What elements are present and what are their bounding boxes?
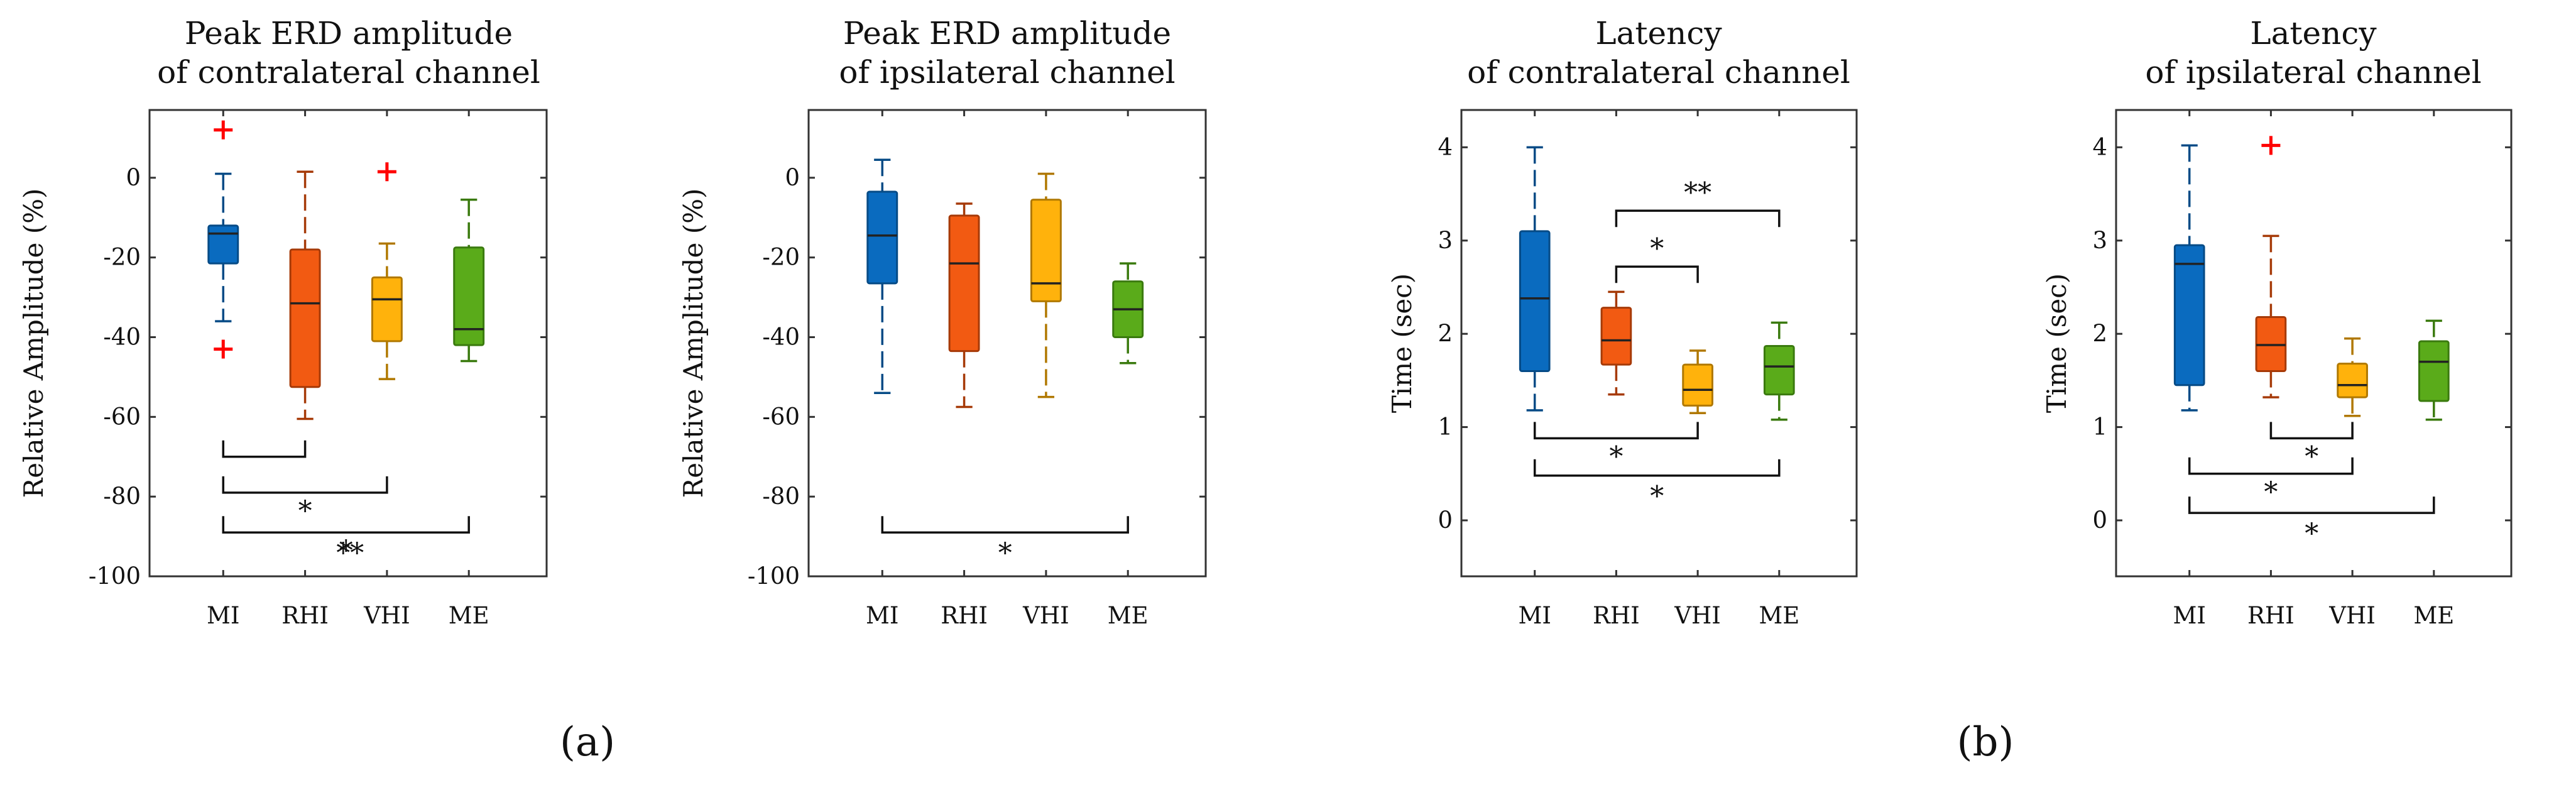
- significance-label: *: [1650, 233, 1664, 265]
- box: [866, 190, 898, 285]
- significance-label: *: [1650, 481, 1664, 513]
- y-tick-label: 0: [126, 164, 141, 191]
- y-tick-label: -20: [762, 244, 800, 271]
- significance-label: *: [2305, 441, 2318, 473]
- significance-bracket: [1533, 459, 1781, 477]
- y-tick-label: -40: [762, 323, 800, 350]
- y-tick-label: -40: [103, 323, 141, 350]
- box: [948, 214, 980, 353]
- chart-title-line: of ipsilateral channel: [839, 54, 1175, 91]
- box: [2337, 363, 2368, 398]
- y-tick-label: -60: [103, 403, 141, 430]
- y-tick-label: -80: [762, 483, 800, 510]
- significance-bracket: [2188, 457, 2354, 475]
- plot-frame: [1460, 109, 1858, 578]
- box: [289, 248, 321, 388]
- x-tick-label: VHI: [1674, 602, 1721, 629]
- chart-title-line: Latency: [1595, 15, 1722, 52]
- y-tick-label: -20: [103, 244, 141, 271]
- y-tick-label: 1: [2092, 414, 2107, 441]
- y-tick-label: 3: [2092, 227, 2107, 254]
- box: [1682, 363, 1713, 407]
- chart-title-line: Latency: [2250, 15, 2377, 52]
- significance-bracket: [222, 476, 388, 494]
- box: [207, 224, 239, 265]
- chart-title-line: of ipsilateral channel: [2145, 54, 2481, 91]
- plot-frame: [148, 109, 548, 578]
- x-tick-label: ME: [449, 602, 489, 629]
- y-tick-label: 2: [2092, 320, 2107, 347]
- box: [453, 246, 485, 346]
- x-tick-label: VHI: [363, 602, 410, 629]
- y-tick-label: 0: [2092, 507, 2107, 534]
- panel-label-b: (b): [1957, 719, 2014, 765]
- significance-bracket: [1615, 209, 1781, 228]
- y-axis-label: Relative Amplitude (%): [18, 189, 49, 498]
- plot-frame: [2115, 109, 2513, 578]
- panel-label-a: (a): [560, 719, 615, 765]
- chart-title-line: of contralateral channel: [157, 54, 540, 91]
- y-tick-label: 0: [785, 164, 800, 191]
- significance-bracket: [2188, 496, 2435, 514]
- x-tick-label: RHI: [281, 602, 329, 629]
- box: [1763, 344, 1795, 396]
- y-tick-label: -100: [89, 562, 141, 590]
- box: [1030, 199, 1062, 302]
- y-tick-label: 4: [2092, 133, 2107, 160]
- y-tick-label: 4: [1438, 133, 1453, 160]
- chart-title-line: Peak ERD amplitude: [843, 15, 1171, 52]
- significance-label: **: [336, 537, 364, 569]
- chart-title-line: of contralateral channel: [1467, 54, 1850, 91]
- y-tick-label: 2: [1438, 320, 1453, 347]
- plot-frame: [807, 109, 1207, 578]
- x-tick-label: MI: [1518, 602, 1551, 629]
- x-tick-label: RHI: [941, 602, 988, 629]
- significance-label: *: [298, 495, 312, 527]
- significance-bracket: [881, 516, 1129, 534]
- x-tick-label: VHI: [1022, 602, 1069, 629]
- y-axis-label: Relative Amplitude (%): [678, 189, 709, 498]
- x-tick-label: ME: [2413, 602, 2454, 629]
- x-tick-label: MI: [2173, 602, 2206, 629]
- significance-label: *: [1609, 441, 1623, 473]
- box: [1600, 307, 1632, 366]
- y-axis-label: Time (sec): [1387, 273, 1417, 413]
- significance-label: *: [339, 535, 353, 567]
- significance-bracket: [222, 516, 470, 534]
- significance-label: *: [998, 537, 1012, 569]
- box: [2418, 340, 2450, 402]
- significance-bracket: [2269, 422, 2354, 440]
- significance-bracket: [222, 440, 307, 458]
- y-axis-label: Time (sec): [2041, 273, 2072, 413]
- x-tick-label: VHI: [2328, 602, 2376, 629]
- significance-label: *: [2305, 518, 2318, 550]
- y-tick-label: 1: [1438, 414, 1453, 441]
- x-tick-label: ME: [1108, 602, 1149, 629]
- box: [371, 276, 403, 343]
- y-tick-label: 0: [1438, 507, 1453, 534]
- x-tick-label: ME: [1759, 602, 1799, 629]
- significance-label: **: [1684, 177, 1711, 209]
- significance-bracket: [1615, 265, 1699, 283]
- x-tick-label: RHI: [2247, 602, 2295, 629]
- x-tick-label: MI: [866, 602, 899, 629]
- y-tick-label: 3: [1438, 227, 1453, 254]
- x-tick-label: RHI: [1593, 602, 1640, 629]
- chart-title-line: Peak ERD amplitude: [185, 15, 513, 52]
- y-tick-label: -60: [762, 403, 800, 430]
- box: [2173, 244, 2205, 387]
- x-tick-label: MI: [207, 602, 240, 629]
- y-tick-label: -100: [748, 562, 800, 590]
- y-tick-label: -80: [103, 483, 141, 510]
- box: [1519, 230, 1551, 373]
- significance-label: *: [2264, 476, 2278, 508]
- significance-bracket: [1533, 422, 1699, 440]
